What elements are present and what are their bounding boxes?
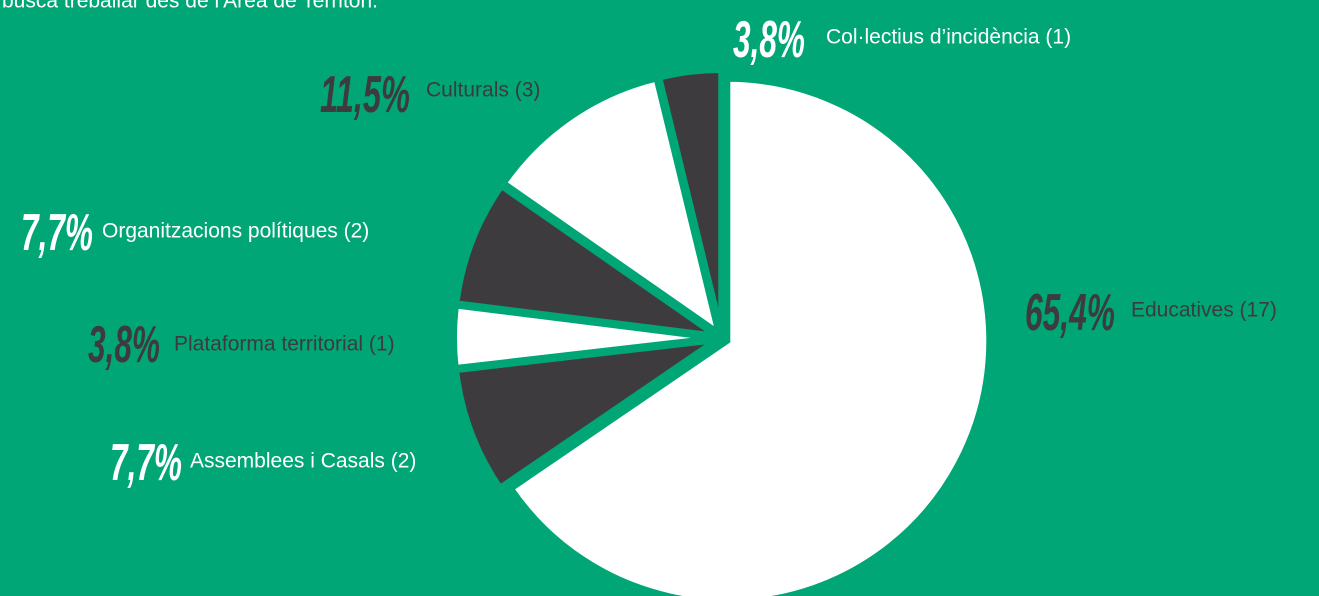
- subtitle: busca treballar des de l'Àrea de Territo…: [2, 0, 378, 13]
- pie-slice: [506, 75, 993, 596]
- category-label: Culturals (3): [426, 79, 540, 102]
- value-label: 65,4%: [1025, 284, 1115, 342]
- category-label: Col·lectius d’incidència (1): [826, 26, 1071, 49]
- pie-slice: [499, 74, 724, 341]
- category-label: Plataforma territorial (1): [174, 333, 395, 356]
- value-label: 7,7%: [21, 204, 93, 262]
- category-label: Organitzacions polítiques (2): [102, 220, 369, 243]
- value-label: 3,8%: [733, 11, 805, 69]
- category-label: Educatives (17): [1131, 299, 1277, 322]
- pie-slice: [453, 181, 719, 339]
- pie-slice: [655, 67, 725, 333]
- value-label: 3,8%: [88, 316, 160, 374]
- category-label: Assemblees i Casals (2): [190, 450, 416, 473]
- pie-slice: [452, 337, 719, 493]
- value-label: 11,5%: [320, 66, 410, 124]
- value-label: 7,7%: [110, 434, 182, 492]
